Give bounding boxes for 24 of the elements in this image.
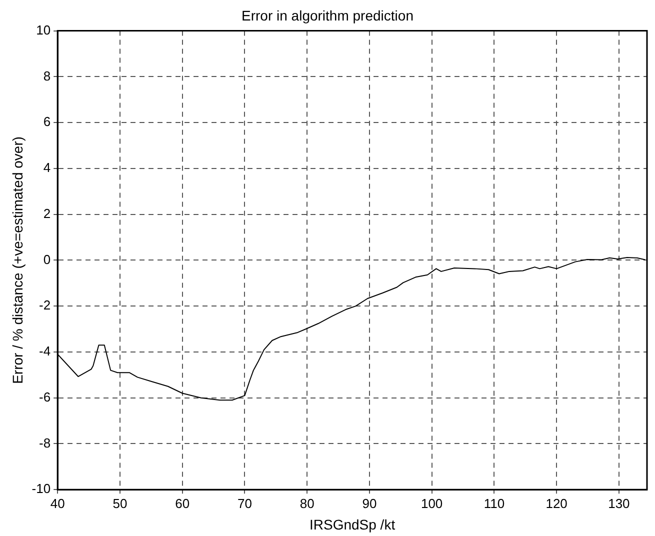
y-tick-label: -6 [39, 389, 51, 404]
y-tick-label: -8 [39, 435, 51, 450]
y-tick-label: 2 [43, 206, 51, 221]
y-tick-label: 6 [43, 114, 51, 130]
y-tick-label: -2 [39, 298, 51, 313]
x-axis-title: IRSGndSp /kt [310, 516, 396, 532]
x-tick-label: 110 [484, 496, 505, 511]
y-tick-label: -10 [32, 481, 51, 496]
x-tick-label: 100 [420, 496, 443, 511]
y-tick-label: 4 [43, 160, 51, 176]
x-tick-label: 50 [112, 496, 128, 511]
chart-title: Error in algorithm prediction [242, 7, 414, 24]
x-tick-label: 130 [608, 496, 630, 511]
y-tick-label: -4 [39, 344, 51, 359]
y-tick-label: 10 [36, 22, 51, 38]
x-tick-label: 120 [546, 496, 568, 511]
x-tick-label: 80 [300, 496, 314, 511]
x-tick-label: 60 [175, 496, 190, 511]
y-tick-label: 8 [43, 68, 51, 84]
x-tick-label: 70 [237, 496, 252, 511]
y-tick-label: 0 [43, 252, 51, 267]
x-tick-label: 40 [50, 496, 65, 511]
x-tick-label: 90 [362, 496, 377, 511]
y-axis-title: Error / % distance (+ve=estimated over) [9, 136, 26, 384]
